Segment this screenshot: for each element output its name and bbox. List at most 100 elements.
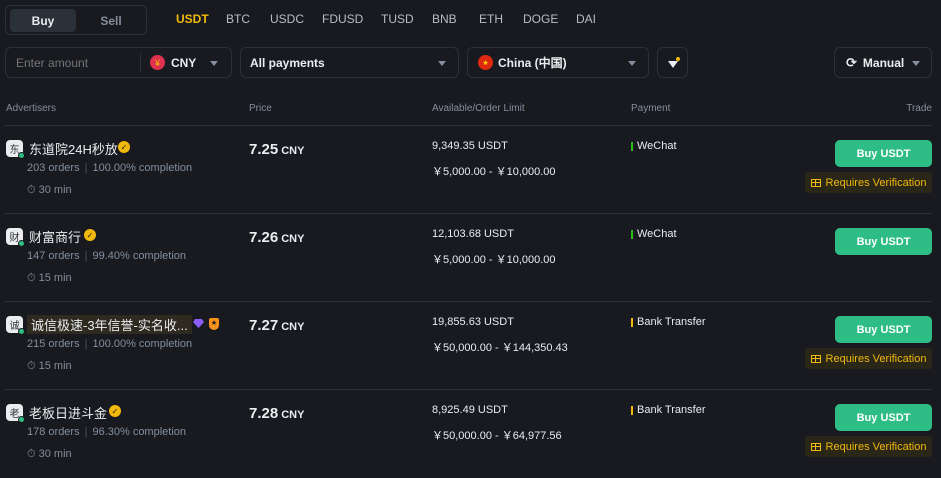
header-advertisers: Advertisers	[6, 103, 57, 114]
divider	[5, 301, 932, 302]
buy-usdt-button[interactable]: Buy USDT	[835, 404, 932, 431]
time-label: 15 min	[38, 360, 72, 372]
order-limit: ￥5,000.00 - ￥10,000.00	[432, 166, 556, 178]
buy-usdt-button[interactable]: Buy USDT	[835, 316, 932, 343]
payment-color-bar	[631, 317, 633, 327]
price-currency: CNY	[281, 145, 305, 157]
avatar-initial: 诚	[9, 321, 20, 332]
advertiser-name[interactable]: 财富商行	[29, 230, 82, 245]
buy-tab[interactable]: Buy	[10, 9, 76, 32]
region-select[interactable]: ★ China (中国)	[467, 47, 649, 78]
completion-rate: 96.30% completion	[92, 426, 187, 438]
header-trade: Trade	[906, 103, 932, 114]
divider	[5, 125, 932, 126]
region-label: China (中国)	[498, 56, 567, 70]
price-value: 7.27	[249, 317, 279, 334]
avatar-initial: 老	[9, 409, 20, 420]
price-currency: CNY	[281, 233, 305, 245]
payment-color-bar	[631, 229, 633, 239]
amount-input[interactable]	[16, 55, 136, 70]
advertiser-name[interactable]: 东道院24H秒放	[29, 142, 118, 157]
table-row: 财 财富商行 ✓ 147 orders | 99.40% completion ⏱ …	[0, 214, 941, 302]
online-indicator	[18, 328, 25, 335]
coin-tab-usdc[interactable]: USDC	[270, 12, 305, 26]
avatar-initial: 东	[9, 145, 20, 156]
verification-label: Requires Verification	[825, 352, 927, 365]
payment-time: ⏱ 30 min	[27, 184, 72, 197]
order-limit: ￥50,000.00 - ￥144,350.43	[432, 342, 568, 354]
coin-tab-dai[interactable]: DAI	[576, 12, 597, 26]
buy-usdt-button[interactable]: Buy USDT	[835, 140, 932, 167]
price-currency: CNY	[281, 409, 305, 421]
refresh-select[interactable]: ⟳ Manual	[834, 47, 932, 78]
buy-usdt-button[interactable]: Buy USDT	[835, 228, 932, 255]
timer-icon: ⏱	[27, 360, 39, 372]
payment-time: ⏱ 15 min	[27, 272, 72, 285]
completion-rate: 100.00% completion	[92, 338, 193, 350]
filter-button[interactable]	[657, 47, 688, 78]
payments-select[interactable]: All payments	[240, 47, 459, 78]
payment-method: WeChat	[631, 140, 677, 152]
price-value: 7.25	[249, 141, 279, 158]
coin-tab-fdusd[interactable]: FDUSD	[322, 12, 364, 26]
payment-label: Bank Transfer	[637, 404, 706, 416]
payment-method: WeChat	[631, 228, 677, 240]
available-amount: 19,855.63 USDT	[432, 316, 514, 328]
avatar-initial: 财	[9, 233, 20, 244]
yuan-icon: ¥	[149, 55, 165, 70]
advertiser-name[interactable]: 诚信极速-3年信誉-实名收...	[27, 315, 192, 334]
time-label: 30 min	[38, 448, 72, 460]
id-card-icon	[810, 442, 821, 451]
payment-color-bar	[631, 141, 633, 151]
orders-count: 178 orders	[27, 426, 80, 438]
coin-tab-usdt[interactable]: USDT	[176, 12, 209, 26]
price: 7.27 CNY	[249, 317, 304, 334]
requires-verification-badge: Requires Verification	[805, 172, 932, 193]
id-card-icon	[810, 354, 821, 363]
available-amount: 9,349.35 USDT	[432, 140, 508, 152]
available-amount: 8,925.49 USDT	[432, 404, 508, 416]
coin-tab-bnb[interactable]: BNB	[432, 12, 457, 26]
divider	[5, 389, 932, 390]
table-row: 东 东道院24H秒放 ✓ 203 orders | 100.00% completi…	[0, 126, 941, 214]
timer-icon: ⏱	[27, 448, 39, 460]
avatar[interactable]: 诚	[6, 316, 25, 335]
avatar[interactable]: 东	[6, 140, 25, 159]
orders-count: 215 orders	[27, 338, 80, 350]
currency-select[interactable]: ¥ CNY	[149, 48, 231, 77]
avatar[interactable]: 老	[6, 404, 25, 423]
table-row: 诚 诚信极速-3年信誉-实名收... ★ 215 orders | 100.00% …	[0, 302, 941, 390]
coin-tab-tusd[interactable]: TUSD	[381, 12, 414, 26]
coin-tab-doge[interactable]: DOGE	[523, 12, 559, 26]
price: 7.26 CNY	[249, 229, 304, 246]
advertiser-name[interactable]: 老板日进斗金	[29, 406, 108, 421]
refresh-icon: ⟳	[846, 54, 857, 70]
available-amount: 12,103.68 USDT	[432, 228, 514, 240]
verified-badge-icon: ✓	[118, 141, 130, 153]
verification-label: Requires Verification	[825, 176, 927, 189]
divider	[5, 213, 932, 214]
price: 7.25 CNY	[249, 141, 304, 158]
payments-label: All payments	[250, 55, 325, 70]
orders-count: 203 orders	[27, 162, 80, 174]
coin-tab-eth[interactable]: ETH	[479, 12, 503, 26]
payment-label: WeChat	[637, 228, 677, 240]
verified-badge-icon: ✓	[109, 405, 121, 417]
filter-active-dot	[676, 57, 680, 61]
price-currency: CNY	[281, 321, 305, 333]
timer-icon: ⏱	[27, 184, 39, 196]
avatar[interactable]: 财	[6, 228, 25, 247]
currency-label: CNY	[170, 55, 197, 70]
amount-filter: ¥ CNY	[5, 47, 232, 78]
sell-tab[interactable]: Sell	[100, 13, 122, 28]
diamond-badge-icon	[193, 319, 204, 328]
verified-badge-icon: ✓	[84, 229, 96, 241]
online-indicator	[18, 416, 25, 423]
coin-tab-btc[interactable]: BTC	[226, 12, 250, 26]
chevron-down-icon	[438, 61, 446, 66]
advertiser-stats: 178 orders | 96.30% completion	[27, 426, 187, 438]
online-indicator	[18, 240, 25, 247]
chevron-down-icon	[912, 61, 920, 66]
shield-badge-icon: ★	[209, 318, 219, 330]
price-value: 7.28	[249, 405, 279, 422]
